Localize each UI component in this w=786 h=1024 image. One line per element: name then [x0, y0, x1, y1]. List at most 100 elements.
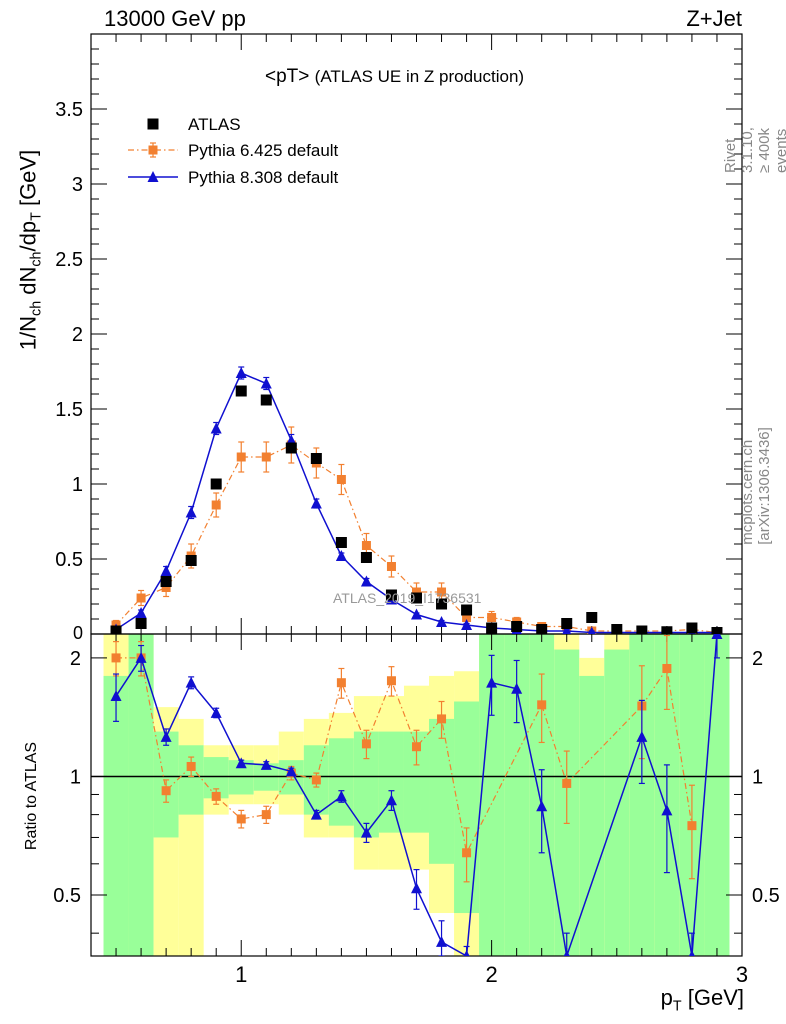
ratio-pythia8-point	[360, 826, 372, 838]
pythia8-point	[562, 625, 572, 634]
atlas-data-point	[611, 624, 623, 634]
ratio-pythia8-point	[110, 690, 122, 702]
atlas-data-point	[511, 621, 523, 632]
y-tick-label-zero: 0	[73, 623, 83, 643]
pythia6-point	[487, 613, 497, 622]
pythia6-point	[136, 593, 146, 603]
pythia6-point	[161, 583, 171, 592]
ratio-pythia6-point	[111, 653, 121, 663]
ratio-pythia8-point	[486, 676, 498, 688]
legend: ATLAS Pythia 6.425 default Pythia 8.308 de…	[128, 115, 339, 187]
y-tick-label: 3.5	[55, 99, 83, 121]
pythia8-point	[135, 607, 147, 618]
mcplots-label: mcplots.cern.ch [arXiv:1306.3436]	[739, 427, 773, 545]
uncertainty-band-inner	[128, 634, 154, 956]
legend-label: Pythia 6.425 default	[188, 141, 339, 160]
ratio-pythia8-point	[385, 794, 397, 806]
uncertainty-band-inner	[378, 731, 404, 833]
uncertainty-band-inner	[579, 675, 605, 956]
legend-pythia6-marker	[148, 145, 158, 155]
ratio-pythia8-point	[661, 804, 673, 816]
ratio-pythia8-point	[260, 758, 272, 770]
ratio-series	[110, 634, 723, 956]
ratio-pythia8-point	[511, 682, 523, 694]
y-tick-label: 0.5	[55, 549, 83, 571]
chart-title: <pT> (ATLAS UE in Z production)	[265, 66, 524, 88]
ratio-bands	[103, 634, 730, 956]
atlas-data-point	[385, 589, 397, 601]
ratio-pythia6-point	[161, 786, 171, 796]
uncertainty-band-inner	[604, 649, 630, 956]
process-label: Z+Jet	[686, 6, 742, 31]
atlas-data-point	[360, 552, 372, 563]
atlas-data-point	[185, 555, 197, 566]
ratio-pythia6-point	[211, 791, 221, 801]
y-tick-label: 2.5	[55, 249, 83, 271]
atlas-data-point	[310, 453, 322, 464]
pythia6-point	[361, 541, 371, 550]
ratio-pythia6-point	[662, 663, 672, 673]
atlas-data-point	[260, 394, 272, 406]
y-axis-label: 1/Nch dNch/dpT [GeV]	[15, 149, 45, 351]
pythia8-point	[436, 616, 448, 627]
pythia8-point	[588, 626, 596, 634]
ratio-pythia8-point	[210, 706, 222, 718]
atlas-data-point	[486, 622, 498, 634]
ratio-pythia6-point	[412, 742, 421, 752]
ratio-pythia8-point	[185, 676, 197, 688]
ratio-pythia6-point	[336, 678, 346, 688]
atlas-data-point	[135, 618, 147, 629]
pythia8-point	[461, 619, 473, 630]
x-tick-label: 3	[736, 962, 748, 987]
chart-subtitle: (ATLAS UE in Z production)	[314, 67, 525, 86]
pythia6-point	[412, 587, 421, 597]
atlas-data-point	[561, 618, 573, 629]
ratio-pythia6-point	[687, 821, 697, 831]
ratio-pythia6-point	[462, 848, 472, 858]
y-tick-label: 1	[72, 474, 83, 496]
atlas-data-point	[636, 625, 648, 634]
pythia8-point	[160, 565, 172, 576]
legend-pythia8-marker	[147, 171, 159, 182]
rivet-version-label: Rivet 3.1.10, ≥ 400k events	[722, 127, 786, 173]
ratio-y-tick-label-right: 0.5	[752, 885, 780, 907]
analysis-watermark: ATLAS_2019_I1736531	[333, 590, 482, 606]
ratio-pythia8-point	[463, 950, 470, 956]
uncertainty-band-inner	[178, 745, 204, 815]
ratio-pythia8-point	[411, 882, 422, 894]
pythia8-point	[335, 550, 347, 561]
ratio-pythia8-point	[711, 634, 723, 639]
atlas-data-point	[335, 537, 347, 548]
energy-label: 13000 GeV pp	[104, 6, 246, 31]
ratio-pythia8-point	[436, 935, 448, 947]
atlas-data-point	[160, 576, 172, 587]
pythia6-point	[386, 562, 396, 571]
atlas-data-point	[711, 627, 723, 634]
atlas-data-point	[461, 604, 473, 616]
ratio-pythia8-point	[688, 950, 695, 956]
pythia8-point	[310, 497, 322, 509]
ratio-pythia8-point	[285, 765, 297, 777]
atlas-data-point	[110, 625, 122, 634]
pythia8-point	[235, 367, 247, 378]
ratio-pythia8-point	[335, 790, 347, 802]
pythia6-point	[437, 587, 447, 597]
legend-label: Pythia 8.308 default	[188, 168, 339, 187]
ratio-pythia6-point	[186, 761, 196, 771]
x-axis-label: pT [GeV]	[660, 985, 744, 1015]
ratio-pythia8-point	[235, 757, 247, 769]
ratio-pythia8-point	[563, 950, 570, 956]
x-tick-label: 1	[235, 962, 247, 987]
ratio-pythia8-point	[160, 730, 172, 742]
atlas-data-point	[210, 478, 222, 490]
ratio-pythia6-point	[311, 775, 321, 785]
y-tick-label: 1.5	[55, 399, 83, 421]
pythia6-point	[261, 452, 271, 462]
legend-label: ATLAS	[188, 115, 241, 134]
atlas-data-point	[285, 442, 297, 454]
uncertainty-band-inner	[704, 634, 730, 956]
pythia6-point	[211, 500, 221, 510]
pythia8-point	[185, 506, 197, 518]
ratio-y-axis-label: Ratio to ATLAS	[23, 741, 40, 851]
